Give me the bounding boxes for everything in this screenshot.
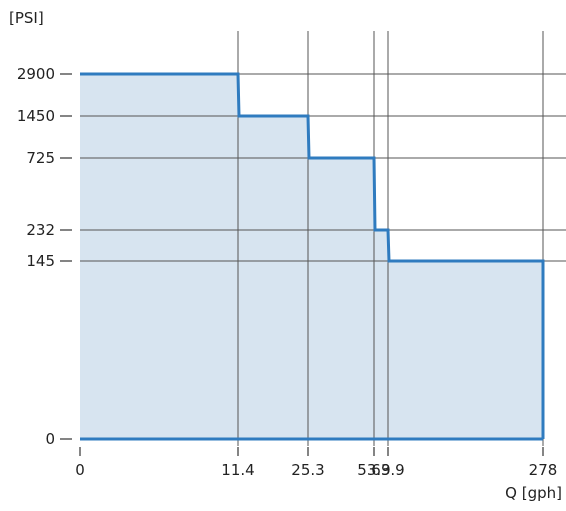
- x-tick-label-278: 278: [529, 461, 558, 479]
- y-axis-label: [PSI]: [9, 9, 44, 27]
- y-tick-label-1450: 1450: [17, 107, 55, 125]
- x-tick-label-63.9: 63.9: [371, 461, 404, 479]
- y-tick-label-232: 232: [26, 221, 55, 239]
- y-tick-label-2900: 2900: [17, 65, 55, 83]
- series-step-line: [80, 72, 545, 439]
- area-fill: [80, 74, 543, 439]
- y-tick-label-145: 145: [26, 252, 55, 270]
- x-axis-label: Q [gph]: [505, 484, 562, 502]
- y-tick-label-0: 0: [45, 430, 55, 448]
- x-tick-label-25.3: 25.3: [291, 461, 324, 479]
- x-tick-label-53.9: 53.9: [357, 461, 390, 479]
- x-tick-label-11.4: 11.4: [221, 461, 254, 479]
- y-tick-label-725: 725: [26, 149, 55, 167]
- x-tick-label-0: 0: [75, 461, 85, 479]
